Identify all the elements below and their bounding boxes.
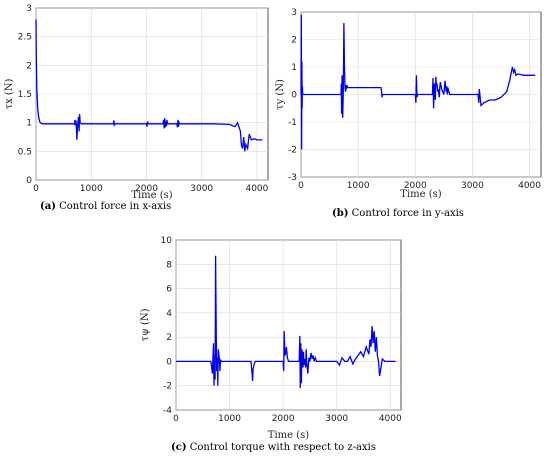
y-tick-label: 3 bbox=[26, 4, 32, 14]
y-axis-label-a: τx (N) bbox=[4, 78, 15, 109]
x-axis-label-a: Time (s) bbox=[131, 190, 172, 201]
y-tick-label: -2 bbox=[288, 146, 297, 156]
y-tick-label: 2.5 bbox=[18, 33, 32, 43]
caption-c: (c) Control torque with respect to z-axi… bbox=[171, 442, 376, 453]
caption-text-a: Control force in x-axis bbox=[55, 201, 172, 212]
y-tick-label: 1 bbox=[291, 63, 297, 73]
chart-control-torque-z: -4 -2 0 2 4 6 8 10 0 1000 2000 3000 4000 τψ (N) Tim… bbox=[140, 236, 402, 441]
x-tick-label: 0 bbox=[298, 181, 304, 191]
y-tick-label: 0 bbox=[291, 91, 297, 101]
y-tick-label: 8 bbox=[166, 260, 172, 270]
x-tick-label: 4000 bbox=[518, 181, 541, 191]
y-tick-label: 1.5 bbox=[18, 90, 32, 100]
y-tick-label: 2 bbox=[166, 333, 172, 343]
caption-text-b: Control force in y-axis bbox=[348, 208, 464, 219]
y-tick-label: 2 bbox=[291, 36, 297, 46]
caption-letter-c: (c) bbox=[171, 442, 187, 453]
plot-frame-c bbox=[175, 239, 402, 411]
x-tick-label: 0 bbox=[33, 184, 39, 194]
caption-letter-b: (b) bbox=[332, 208, 349, 219]
y-tick-label: -2 bbox=[163, 382, 172, 392]
y-tick-label: 1 bbox=[26, 119, 32, 129]
series-line-a bbox=[35, 19, 263, 152]
y-ticks-c: -4 -2 0 2 4 6 8 10 bbox=[161, 236, 173, 416]
x-tick-label: 1000 bbox=[347, 181, 370, 191]
x-tick-label: 1000 bbox=[218, 414, 241, 424]
x-tick-label: 3000 bbox=[461, 181, 484, 191]
y-tick-label: 0 bbox=[26, 176, 32, 186]
chart-control-force-y: -3 -2 -1 0 1 2 3 0 1000 2000 3000 4000 τy (N) Time… bbox=[275, 8, 542, 200]
caption-a: (a) Control force in x-axis bbox=[40, 201, 171, 212]
x-axis-label-c: Time (s) bbox=[268, 430, 309, 441]
grid-c bbox=[175, 239, 401, 411]
series-line-b bbox=[300, 14, 536, 150]
y-tick-label: -4 bbox=[163, 406, 172, 416]
y-tick-label: 4 bbox=[166, 309, 172, 319]
series-line-c bbox=[176, 255, 396, 389]
x-tick-label: 4000 bbox=[245, 184, 268, 194]
x-ticks-c: 0 1000 2000 3000 4000 bbox=[173, 414, 402, 424]
y-ticks-b: -3 -2 -1 0 1 2 3 bbox=[288, 8, 297, 183]
x-tick-label: 3000 bbox=[190, 184, 213, 194]
x-tick-label: 1000 bbox=[80, 184, 103, 194]
x-ticks-b: 0 1000 2000 3000 4000 bbox=[298, 181, 541, 191]
y-ticks-a: 0 0.5 1 1.5 2 2.5 3 bbox=[18, 4, 33, 186]
y-axis-label-b: τy (N) bbox=[275, 79, 286, 110]
y-tick-label: 6 bbox=[166, 285, 172, 295]
plot-area-c bbox=[175, 239, 402, 411]
y-axis-label-c: τψ (N) bbox=[140, 308, 151, 341]
y-tick-label: 3 bbox=[291, 8, 297, 18]
x-tick-label: 3000 bbox=[325, 414, 348, 424]
caption-b: (b) Control force in y-axis bbox=[332, 208, 464, 219]
y-tick-label: 10 bbox=[161, 236, 173, 246]
chart-control-force-x: 0 0.5 1 1.5 2 2.5 3 0 1000 2000 3000 4000 τx (N) T… bbox=[4, 4, 269, 201]
x-tick-label: 2000 bbox=[272, 414, 295, 424]
x-tick-label: 4000 bbox=[379, 414, 402, 424]
x-tick-label: 0 bbox=[173, 414, 179, 424]
x-ticks-a: 0 1000 2000 3000 4000 bbox=[33, 184, 269, 194]
grid-a bbox=[35, 7, 268, 181]
x-tick-label: 2000 bbox=[135, 184, 158, 194]
y-tick-label: -3 bbox=[288, 173, 297, 183]
caption-text-c: Control torque with respect to z-axis bbox=[186, 442, 376, 453]
y-tick-label: 0 bbox=[166, 357, 172, 367]
caption-letter-a: (a) bbox=[40, 201, 56, 212]
y-tick-label: -1 bbox=[288, 118, 297, 128]
x-tick-label: 2000 bbox=[404, 181, 427, 191]
y-tick-label: 0.5 bbox=[18, 147, 32, 157]
x-axis-label-b: Time (s) bbox=[400, 189, 441, 200]
y-tick-label: 2 bbox=[26, 61, 32, 71]
